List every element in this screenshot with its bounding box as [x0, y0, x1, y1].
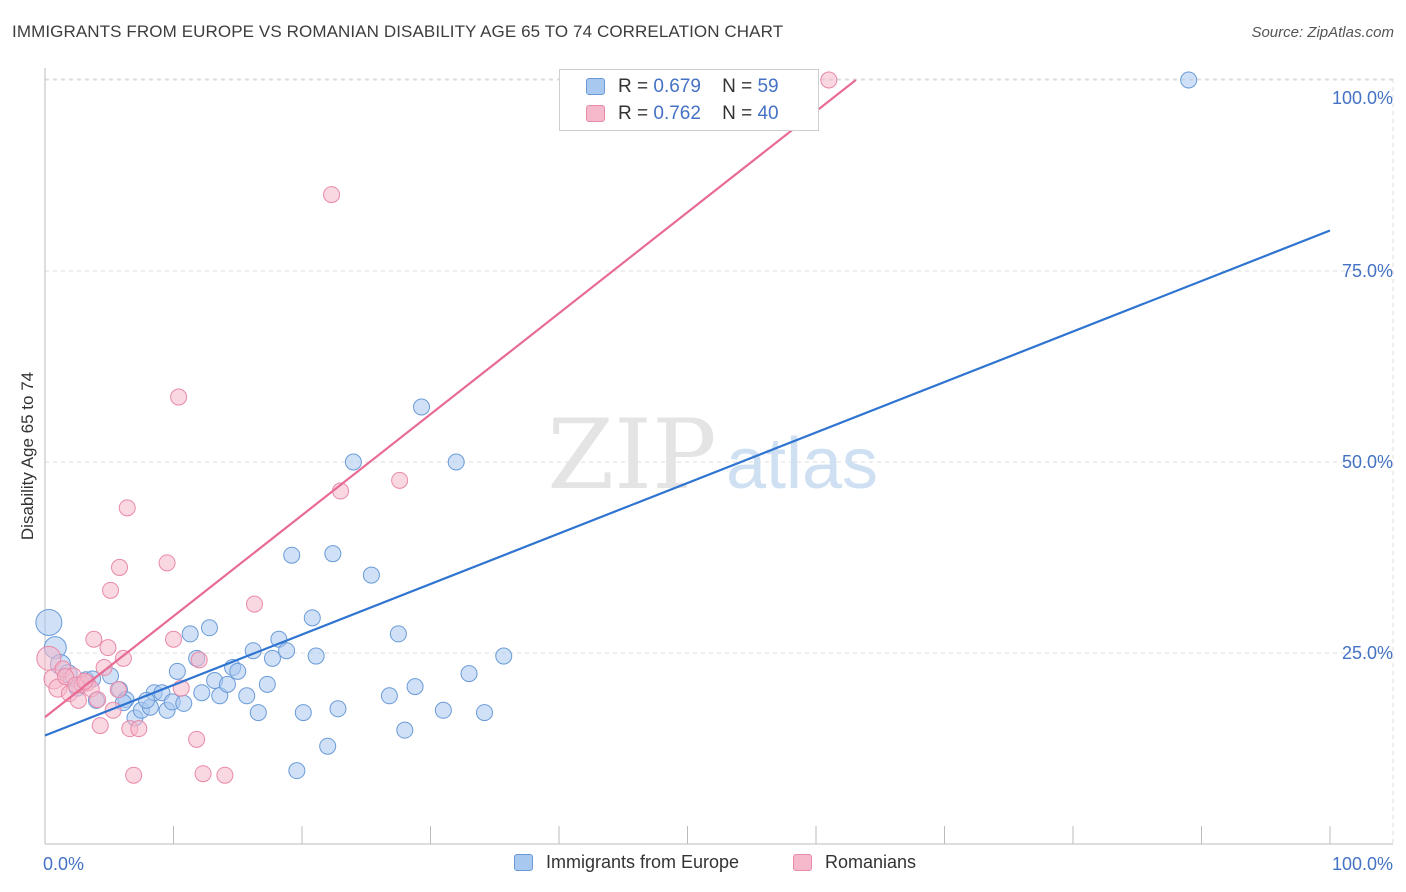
point-europe [344, 453, 362, 471]
point-romanians [391, 471, 409, 489]
y-tick-label: 25.0% [1342, 643, 1393, 663]
point-romanians [109, 681, 127, 699]
point-romanians [158, 554, 176, 572]
point-romanians [194, 765, 212, 783]
tick-labels: 25.0% 50.0% 75.0% 100.0% 0.0% 100.0% [43, 88, 1393, 874]
point-europe [1180, 71, 1198, 89]
axes [44, 68, 1393, 845]
watermark-zip-text: ZIP [547, 399, 716, 511]
trend-line-romanians [44, 79, 857, 719]
trend-lines [44, 79, 1331, 737]
legend-n-label: N = [722, 103, 753, 124]
point-romanians [99, 639, 117, 657]
point-romanians [165, 630, 182, 648]
watermark: ZIP atlas [547, 399, 878, 511]
series-name-europe: Immigrants from Europe [546, 852, 740, 872]
point-romanians [245, 595, 263, 613]
legend-r-value-europe: 0.679 [653, 76, 701, 97]
point-romanians [125, 766, 143, 784]
series-name-romanians: Romanians [825, 852, 917, 872]
point-europe [406, 678, 424, 696]
point-europe [324, 545, 342, 563]
series-swatch-europe [514, 854, 533, 871]
point-europe [258, 675, 276, 693]
point-romanians [76, 672, 94, 690]
point-europe [380, 687, 398, 705]
point-europe [229, 662, 247, 680]
point-europe [307, 647, 325, 665]
legend-r-label: R = [618, 76, 649, 97]
x-tick-label-max: 100.0% [1332, 854, 1393, 874]
point-europe [193, 684, 211, 702]
legend-n-value-europe: 59 [757, 76, 779, 97]
y-tick-label: 75.0% [1342, 261, 1393, 281]
y-tick-label: 50.0% [1342, 452, 1393, 472]
point-romanians [114, 649, 132, 667]
point-romanians [216, 766, 234, 784]
trend-line-europe [44, 229, 1331, 737]
point-europe [263, 649, 281, 667]
point-europe [495, 647, 513, 665]
point-romanians [102, 581, 120, 599]
point-romanians [170, 388, 188, 406]
point-europe [294, 704, 312, 722]
point-europe [200, 619, 218, 637]
point-europe [288, 762, 306, 780]
point-romanians [111, 558, 129, 576]
point-romanians [91, 717, 109, 735]
point-romanians [323, 186, 341, 204]
point-europe [303, 609, 321, 627]
watermark-atlas-text: atlas [726, 424, 878, 504]
point-europe [434, 701, 452, 719]
legend-n-value-romanians: 40 [757, 103, 779, 124]
point-romanians [130, 720, 148, 738]
point-europe [35, 608, 63, 636]
stats-legend: R = 0.679 N = 59 R = 0.762 N = 40 [559, 69, 819, 131]
point-europe [413, 398, 431, 416]
point-europe [181, 625, 199, 643]
legend-swatch-romanians [586, 105, 605, 122]
legend-r-value-romanians: 0.762 [653, 103, 701, 124]
point-europe [475, 704, 493, 722]
point-europe [238, 687, 256, 705]
point-romanians [89, 691, 107, 709]
point-europe [396, 721, 414, 739]
point-europe [168, 662, 186, 680]
legend-r-label: R = [618, 103, 649, 124]
point-romanians [118, 499, 136, 517]
point-romanians [85, 630, 103, 648]
point-europe [249, 704, 267, 722]
point-europe [329, 700, 347, 718]
point-romanians [190, 651, 208, 669]
point-europe [460, 665, 478, 683]
point-romanians [820, 71, 838, 89]
point-europe [362, 566, 380, 584]
point-europe [283, 546, 301, 564]
point-europe [447, 453, 465, 471]
series-swatch-romanians [793, 854, 812, 871]
chart-title: IMMIGRANTS FROM EUROPE VS ROMANIAN DISAB… [12, 22, 784, 41]
legend-n-label: N = [722, 76, 753, 97]
gridlines [45, 78, 1394, 844]
y-tick-label: 100.0% [1332, 88, 1393, 108]
point-romanians [95, 659, 113, 677]
point-europe [319, 737, 337, 755]
point-europe [389, 625, 407, 643]
x-tick-label-min: 0.0% [43, 854, 84, 874]
source-credit: Source: ZipAtlas.com [1251, 24, 1394, 41]
point-romanians [188, 730, 206, 748]
legend-swatch-europe [586, 78, 605, 95]
point-europe [175, 694, 193, 712]
point-europe [278, 642, 296, 660]
point-europe [218, 675, 236, 693]
